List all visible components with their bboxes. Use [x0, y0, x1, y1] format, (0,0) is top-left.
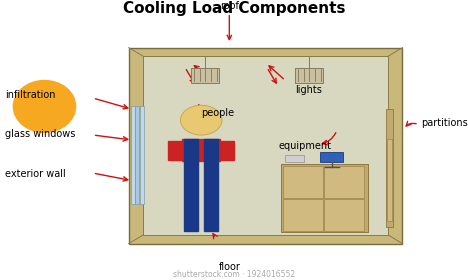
Bar — [135, 106, 139, 204]
Bar — [387, 139, 392, 221]
Bar — [283, 166, 322, 198]
Text: floor: floor — [219, 262, 240, 272]
Text: equipment: equipment — [278, 141, 331, 151]
Bar — [129, 48, 402, 244]
Bar — [324, 199, 364, 231]
Bar — [143, 56, 388, 235]
Text: people: people — [201, 108, 234, 118]
Polygon shape — [184, 139, 198, 231]
Text: roof: roof — [220, 1, 239, 11]
Bar — [281, 164, 368, 232]
Text: Cooling Load Components: Cooling Load Components — [123, 1, 345, 17]
Ellipse shape — [181, 105, 222, 135]
Ellipse shape — [13, 80, 76, 133]
Bar — [140, 106, 144, 204]
Bar — [295, 68, 323, 83]
Bar — [320, 152, 344, 162]
Bar — [283, 199, 322, 231]
Bar — [131, 106, 135, 204]
Polygon shape — [220, 141, 234, 160]
Text: partitions: partitions — [421, 118, 468, 128]
Text: lights: lights — [295, 85, 322, 95]
Bar — [285, 155, 304, 162]
Text: glass windows: glass windows — [5, 129, 75, 139]
Bar — [386, 109, 393, 227]
Bar — [324, 166, 364, 198]
Text: exterior wall: exterior wall — [5, 169, 66, 179]
Polygon shape — [205, 139, 218, 231]
Text: shutterstock.com · 1924016552: shutterstock.com · 1924016552 — [173, 270, 295, 279]
Polygon shape — [168, 141, 182, 160]
Bar — [191, 68, 219, 83]
Text: infiltration: infiltration — [5, 90, 55, 100]
Polygon shape — [182, 139, 220, 161]
